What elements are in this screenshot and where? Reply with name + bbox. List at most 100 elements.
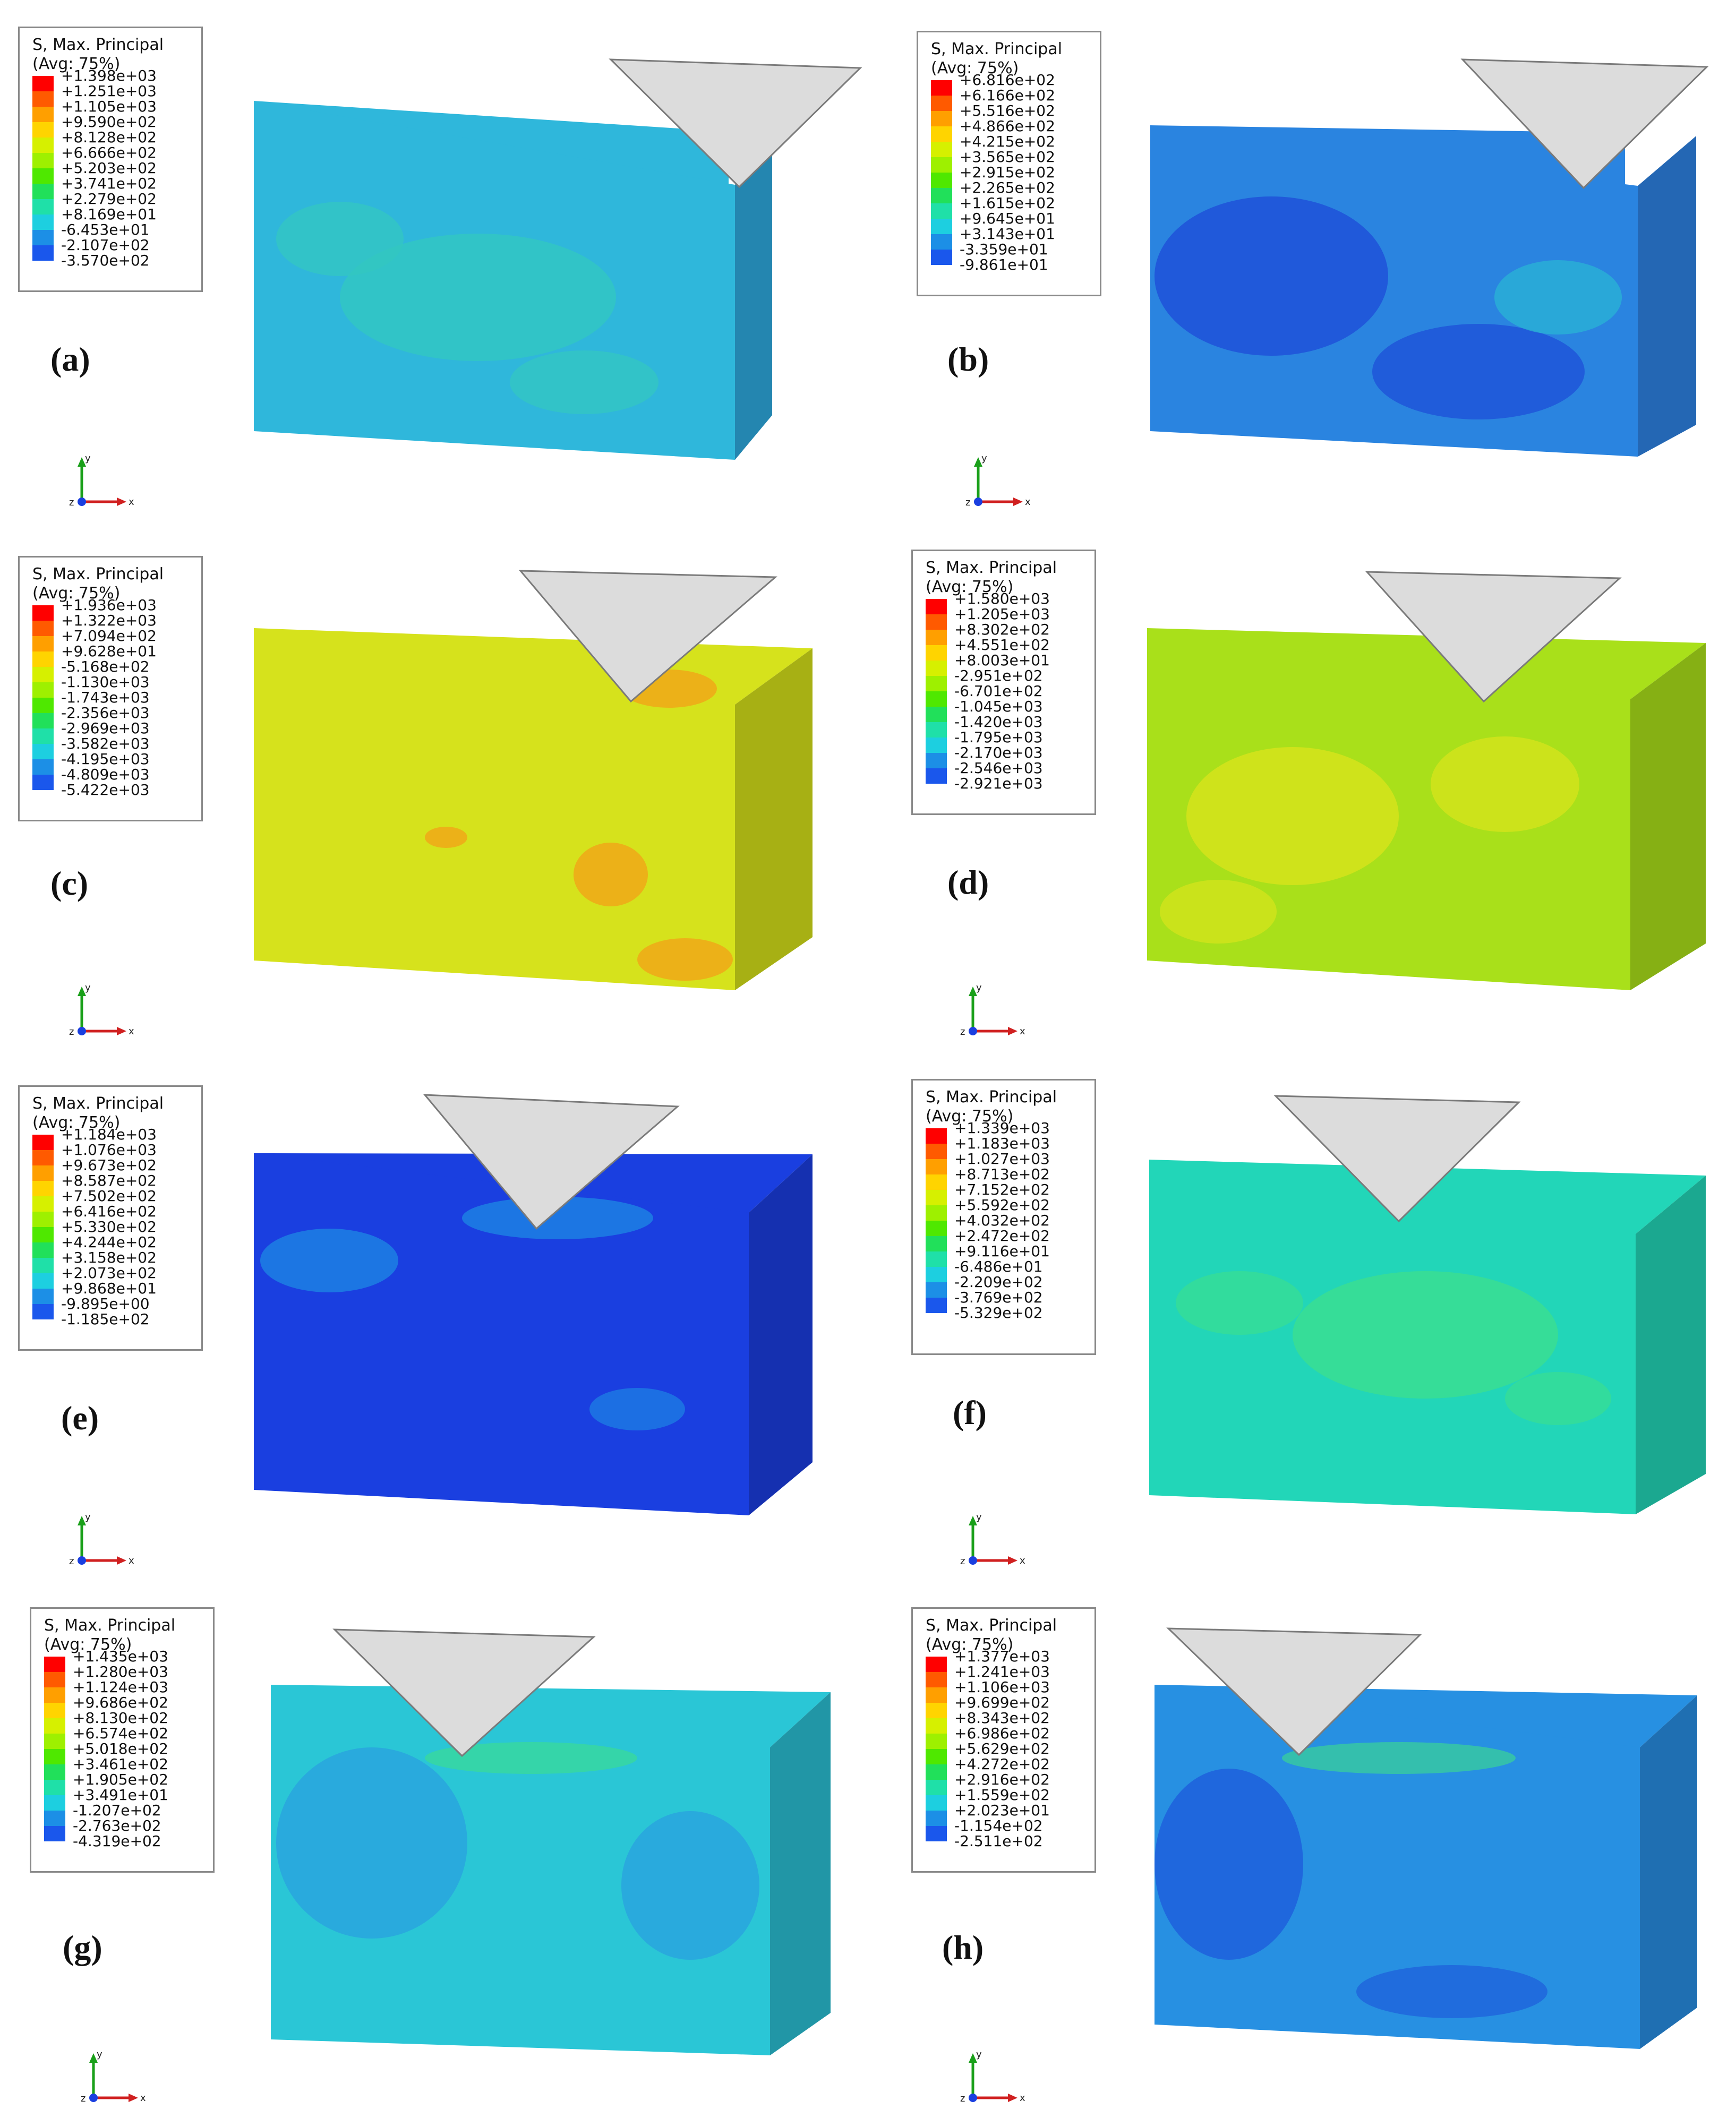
legend-swatch: [32, 667, 54, 682]
stress-contour-scene: [1147, 571, 1706, 990]
stress-contour-scene: [254, 58, 862, 460]
stress-patch: [1372, 324, 1585, 419]
legend-value: -1.420e+03: [954, 713, 1043, 731]
legend-value: +8.343e+02: [954, 1709, 1050, 1727]
legend-swatch: [32, 605, 54, 621]
stress-patch: [1155, 196, 1388, 356]
legend-value: +9.686e+02: [73, 1694, 168, 1711]
legend-swatch: [44, 1687, 65, 1703]
axis-triad-icon: y x z: [965, 454, 1031, 508]
axis-triad-icon: y x z: [81, 2050, 146, 2104]
indenter: [1273, 1095, 1521, 1223]
svg-text:z: z: [965, 497, 970, 508]
legend-title: S, Max. Principal (Avg: 75%): [32, 565, 164, 603]
panel-label: (g): [63, 1928, 102, 1966]
indenter: [518, 570, 777, 703]
legend-swatch: [32, 713, 54, 728]
legend-swatch: [32, 1150, 54, 1165]
legend-swatch: [926, 1190, 947, 1205]
legend-swatch: [926, 676, 947, 691]
legend-value: +1.105e+03: [61, 98, 157, 115]
legend-value: +5.330e+02: [61, 1218, 157, 1236]
legend-value: +1.322e+03: [61, 612, 157, 629]
legend-value: -2.921e+03: [954, 775, 1043, 792]
svg-text:y: y: [85, 454, 91, 464]
stress-patch: [276, 1747, 467, 1939]
legend-swatch: [32, 245, 54, 261]
legend-swatch: [32, 775, 54, 790]
legend-title: S, Max. Principal (Avg: 75%): [926, 1088, 1057, 1126]
stress-legend: S, Max. Principal (Avg: 75%) +1.580e+03 +…: [911, 550, 1096, 815]
legend-swatch: [32, 1212, 54, 1227]
panel-label: (d): [947, 863, 989, 901]
legend-swatch: [931, 219, 952, 234]
legend-value: +3.143e+01: [960, 225, 1055, 243]
legend-value: +1.027e+03: [954, 1150, 1050, 1168]
panel-c: S, Max. Principal (Avg: 75%) +1.936e+03 +…: [0, 529, 868, 1059]
legend-swatch: [926, 1205, 947, 1221]
stress-contour-scene: [254, 1094, 813, 1515]
legend-swatch: [32, 698, 54, 713]
legend-swatch: [926, 1826, 947, 1841]
legend-swatch: [926, 1144, 947, 1159]
legend-value: +1.076e+03: [61, 1141, 157, 1159]
legend-value: -2.170e+03: [954, 744, 1043, 761]
legend-swatch: [32, 728, 54, 744]
legend-swatch: [926, 645, 947, 661]
stress-patch: [462, 1197, 653, 1239]
stress-patch: [260, 1229, 398, 1292]
legend-title: S, Max. Principal (Avg: 75%): [931, 40, 1063, 78]
stress-patch: [589, 1388, 685, 1430]
legend-swatch: [44, 1734, 65, 1749]
stress-patch: [621, 1811, 759, 1960]
legend-value: +2.915e+02: [960, 164, 1055, 181]
legend-value: -1.743e+03: [61, 689, 150, 706]
legend-swatch: [32, 184, 54, 199]
legend-title: S, Max. Principal (Avg: 75%): [926, 559, 1057, 596]
legend-value: +8.128e+02: [61, 128, 157, 146]
legend-value: -5.329e+02: [954, 1304, 1043, 1322]
legend-swatch: [926, 707, 947, 722]
legend-value: +6.166e+02: [960, 87, 1055, 104]
legend-value: +9.673e+02: [61, 1156, 157, 1174]
legend-value: +3.158e+02: [61, 1249, 157, 1266]
indenter: [1460, 58, 1709, 190]
legend-swatch: [32, 1273, 54, 1289]
stress-patch: [425, 827, 467, 848]
legend-value: -4.809e+03: [61, 766, 150, 783]
legend-swatch: [32, 1181, 54, 1196]
legend-value: -3.582e+03: [61, 735, 150, 752]
legend-value: +5.203e+02: [61, 159, 157, 177]
legend-value: +9.628e+01: [61, 642, 157, 660]
panel-d: S, Max. Principal (Avg: 75%) +1.580e+03 +…: [868, 529, 1735, 1059]
stress-contour-scene: [271, 1628, 831, 2055]
stress-patch: [1176, 1271, 1303, 1335]
legend-value: +1.339e+03: [954, 1119, 1050, 1137]
legend-value: +2.916e+02: [954, 1771, 1050, 1788]
panel-e: S, Max. Principal (Avg: 75%) +1.184e+03 +…: [0, 1059, 868, 1588]
stress-legend: S, Max. Principal (Avg: 75%) +1.398e+03 +…: [18, 27, 203, 292]
legend-swatch: [32, 76, 54, 91]
legend-swatch: [32, 1135, 54, 1150]
block-side-face: [735, 648, 813, 990]
stress-legend: S, Max. Principal (Avg: 75%) +1.435e+03 +…: [30, 1607, 215, 1873]
legend-swatch: [32, 1289, 54, 1304]
legend-swatch: [926, 722, 947, 738]
legend-swatch: [926, 768, 947, 784]
panel-label: (a): [50, 340, 90, 378]
legend-swatch: [931, 142, 952, 157]
legend-value: +1.106e+03: [954, 1678, 1050, 1696]
svg-text:x: x: [1025, 496, 1031, 508]
legend-swatch: [926, 1718, 947, 1734]
legend-value: +1.183e+03: [954, 1135, 1050, 1152]
legend-value: +6.986e+02: [954, 1725, 1050, 1742]
legend-value: -2.356e+03: [61, 704, 150, 722]
legend-value: +4.866e+02: [960, 117, 1055, 135]
axis-triad-icon: y x z: [960, 1513, 1025, 1567]
legend-value: -3.359e+01: [960, 241, 1048, 258]
legend-value: -6.453e+01: [61, 221, 150, 238]
indenter: [1365, 571, 1622, 703]
legend-swatch: [926, 630, 947, 645]
svg-text:y: y: [85, 983, 91, 993]
legend-swatch: [926, 691, 947, 707]
